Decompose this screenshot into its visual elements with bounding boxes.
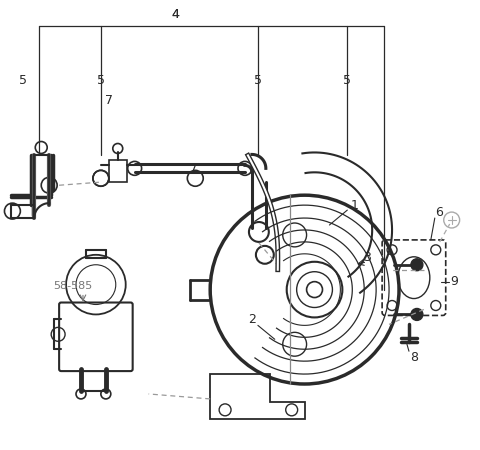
Text: 5: 5: [19, 74, 27, 87]
Text: 7: 7: [105, 94, 113, 107]
Text: 9: 9: [451, 275, 458, 288]
Text: 2: 2: [248, 313, 256, 326]
Text: 1: 1: [350, 198, 358, 211]
Text: 3: 3: [363, 251, 371, 264]
Text: 6: 6: [435, 206, 443, 219]
Bar: [109, 160, 127, 182]
Circle shape: [411, 259, 423, 271]
Text: 7: 7: [189, 164, 197, 177]
Text: 8: 8: [410, 351, 418, 364]
Text: 58-585: 58-585: [53, 281, 93, 291]
Circle shape: [411, 309, 423, 320]
Text: 4: 4: [171, 8, 180, 21]
Text: 5: 5: [254, 74, 262, 87]
Text: 4: 4: [171, 8, 180, 21]
Text: 5: 5: [343, 74, 351, 87]
Text: 5: 5: [97, 74, 105, 87]
